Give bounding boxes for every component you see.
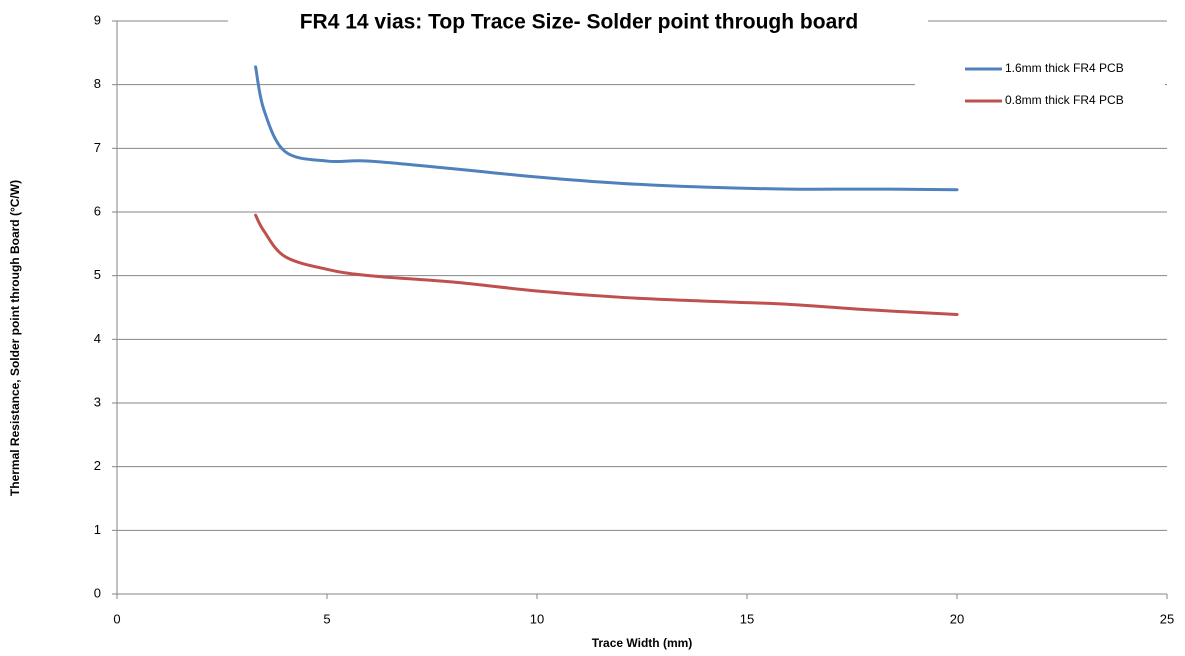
chart-title: FR4 14 vias: Top Trace Size- Solder poin… [300, 11, 859, 34]
y-tick-label: 9 [94, 12, 101, 27]
x-tick-label: 10 [530, 611, 544, 626]
y-tick-label: 7 [94, 140, 101, 155]
x-tick-label: 20 [950, 611, 964, 626]
y-tick-label: 8 [94, 76, 101, 91]
y-tick-label: 3 [94, 394, 101, 409]
series-line [254, 213, 959, 317]
x-tick-label: 5 [323, 611, 330, 626]
title-background [228, 6, 928, 40]
y-axis-label: Thermal Resistance, Solder point through… [8, 180, 22, 496]
legend-label: 1.6mm thick FR4 PCB [1005, 61, 1124, 75]
x-tick-label: 25 [1160, 611, 1174, 626]
y-tick-label: 5 [94, 267, 101, 282]
y-tick-label: 4 [94, 331, 101, 346]
y-tick-label: 6 [94, 203, 101, 218]
y-tick-label: 2 [94, 458, 101, 473]
y-tick-label: 1 [94, 522, 101, 537]
x-tick-label: 0 [113, 611, 120, 626]
series-line [254, 65, 959, 192]
x-tick-label: 15 [740, 611, 754, 626]
legend-label: 0.8mm thick FR4 PCB [1005, 93, 1124, 107]
y-tick-label: 0 [94, 585, 101, 600]
legend-background [915, 50, 1165, 120]
x-axis-label: Trace Width (mm) [592, 636, 693, 650]
